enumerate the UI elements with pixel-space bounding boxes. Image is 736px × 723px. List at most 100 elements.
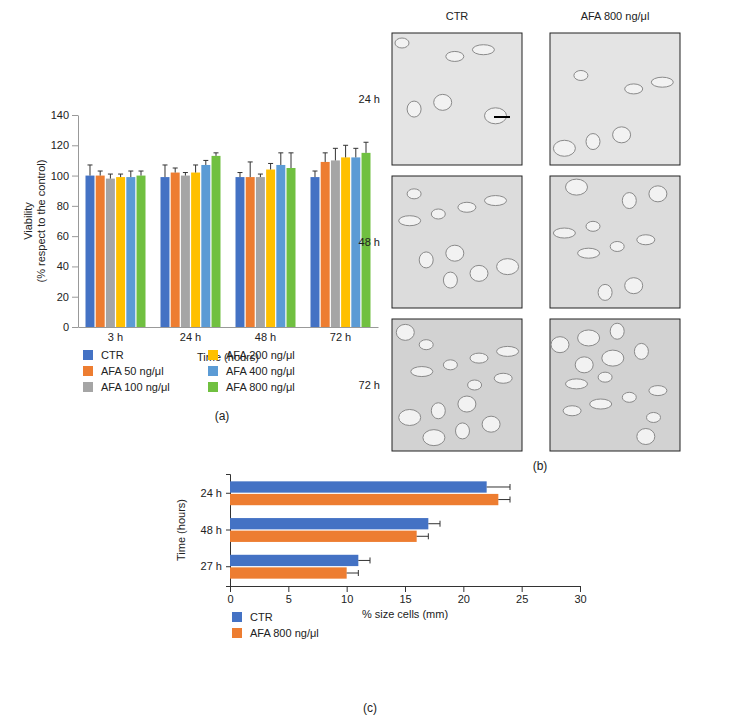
cell-shape bbox=[485, 108, 507, 124]
cell-shape bbox=[574, 70, 588, 80]
micrograph bbox=[550, 319, 680, 451]
error-bar bbox=[193, 165, 198, 173]
cell-shape bbox=[598, 284, 612, 300]
bar bbox=[191, 173, 200, 327]
y-axis-line bbox=[78, 116, 79, 328]
x-tick: 15 bbox=[399, 586, 411, 605]
x-tick-label: 24 h bbox=[180, 331, 201, 343]
micrograph-frame bbox=[392, 319, 522, 451]
error-bar bbox=[118, 174, 123, 177]
row-label: 72 h bbox=[359, 379, 380, 391]
bar bbox=[116, 177, 125, 327]
legend-swatch bbox=[232, 612, 242, 622]
legend-swatch bbox=[208, 350, 218, 360]
cell-shape bbox=[647, 412, 661, 422]
legend-swatch bbox=[83, 382, 93, 392]
cell-shape bbox=[446, 245, 464, 261]
y-tick-mark bbox=[226, 566, 230, 567]
legend-label: CTR bbox=[101, 349, 124, 361]
x-tick-label: 15 bbox=[399, 593, 411, 605]
error-bar bbox=[347, 570, 359, 576]
x-tick: 25 bbox=[516, 586, 528, 605]
micrograph-frame bbox=[550, 319, 680, 451]
y-tick-mark bbox=[72, 206, 78, 207]
cell-shape bbox=[563, 406, 581, 416]
cell-shape bbox=[443, 360, 457, 370]
x-tick-label: 10 bbox=[341, 593, 353, 605]
cell-shape bbox=[411, 367, 433, 377]
legend-label: AFA 100 ng/μl bbox=[101, 381, 170, 393]
error-bar bbox=[183, 173, 188, 176]
series bbox=[230, 481, 510, 566]
cell-shape bbox=[610, 241, 624, 251]
y-tick-mark bbox=[226, 530, 230, 531]
legend-item: AFA 800 ng/μl bbox=[232, 627, 319, 639]
legend: CTRAFA 800 ng/μl bbox=[232, 611, 319, 639]
error-bar bbox=[428, 521, 440, 527]
cell-shape bbox=[458, 202, 476, 212]
micrograph bbox=[392, 319, 522, 451]
error-bar bbox=[248, 162, 253, 177]
legend-swatch bbox=[208, 382, 218, 392]
panel-label: (b) bbox=[533, 459, 548, 473]
bar bbox=[230, 518, 428, 529]
x-tick: 20 bbox=[458, 586, 470, 605]
cell-shape bbox=[602, 350, 624, 366]
cell-shape bbox=[551, 337, 569, 353]
bar bbox=[341, 157, 350, 327]
series bbox=[116, 145, 350, 327]
bar bbox=[321, 162, 330, 327]
y-tick-mark bbox=[72, 145, 78, 146]
series bbox=[137, 142, 371, 327]
error-bar bbox=[173, 168, 178, 173]
cell-shape bbox=[468, 380, 482, 390]
series bbox=[230, 494, 510, 579]
cell-shape bbox=[399, 409, 421, 425]
cell-shape bbox=[610, 323, 624, 339]
cell-shape bbox=[407, 101, 421, 117]
y-tick: 24 h bbox=[201, 487, 230, 499]
cell-shape bbox=[472, 45, 494, 55]
cell-shape bbox=[637, 235, 655, 245]
legend-item: AFA 100 ng/μl bbox=[83, 381, 170, 393]
bar bbox=[256, 177, 265, 327]
cell-shape bbox=[575, 357, 593, 373]
error-bar bbox=[203, 160, 208, 165]
y-tick-label: 48 h bbox=[201, 524, 222, 536]
legend-label: AFA 400 ng/μl bbox=[226, 365, 295, 377]
y-tick-mark bbox=[72, 115, 78, 116]
y-tick-mark bbox=[72, 327, 78, 328]
row-label: 48 h bbox=[359, 236, 380, 248]
chart-a: 0204060801001201403 h24 h48 h72 hViabili… bbox=[22, 109, 379, 423]
x-tick-mark bbox=[347, 586, 348, 592]
column-label: AFA 800 ng/μl bbox=[581, 10, 650, 22]
error-bar bbox=[289, 153, 294, 168]
x-tick-label: 20 bbox=[458, 593, 470, 605]
error-bar bbox=[237, 173, 242, 178]
cell-shape bbox=[434, 94, 452, 110]
x-axis-title: % size cells (mm) bbox=[362, 608, 448, 620]
y-axis-title: Viability bbox=[22, 202, 34, 240]
error-bar bbox=[128, 171, 133, 177]
cell-shape bbox=[396, 324, 414, 340]
legend-item: AFA 400 ng/μl bbox=[208, 365, 295, 377]
y-tick-mark bbox=[72, 266, 78, 267]
y-tick-label: 0 bbox=[63, 321, 69, 333]
legend-label: AFA 200 ng/μl bbox=[226, 349, 295, 361]
y-axis: 020406080100120140 bbox=[51, 109, 79, 333]
cell-shape bbox=[497, 259, 519, 275]
legend-item: CTR bbox=[83, 349, 124, 361]
y-tick-mark bbox=[72, 297, 78, 298]
plot-area bbox=[86, 142, 371, 327]
x-tick-label: 5 bbox=[286, 593, 292, 605]
cell-shape bbox=[485, 196, 507, 206]
cell-shape bbox=[586, 134, 600, 150]
y-tick: 60 bbox=[57, 230, 78, 242]
x-tick-label: 30 bbox=[574, 593, 586, 605]
micrograph bbox=[392, 176, 522, 308]
legend-label: AFA 800 ng/μl bbox=[226, 381, 295, 393]
error-bar bbox=[498, 497, 510, 503]
cell-shape bbox=[482, 416, 500, 432]
bar bbox=[246, 177, 255, 327]
error-bar bbox=[364, 142, 369, 153]
